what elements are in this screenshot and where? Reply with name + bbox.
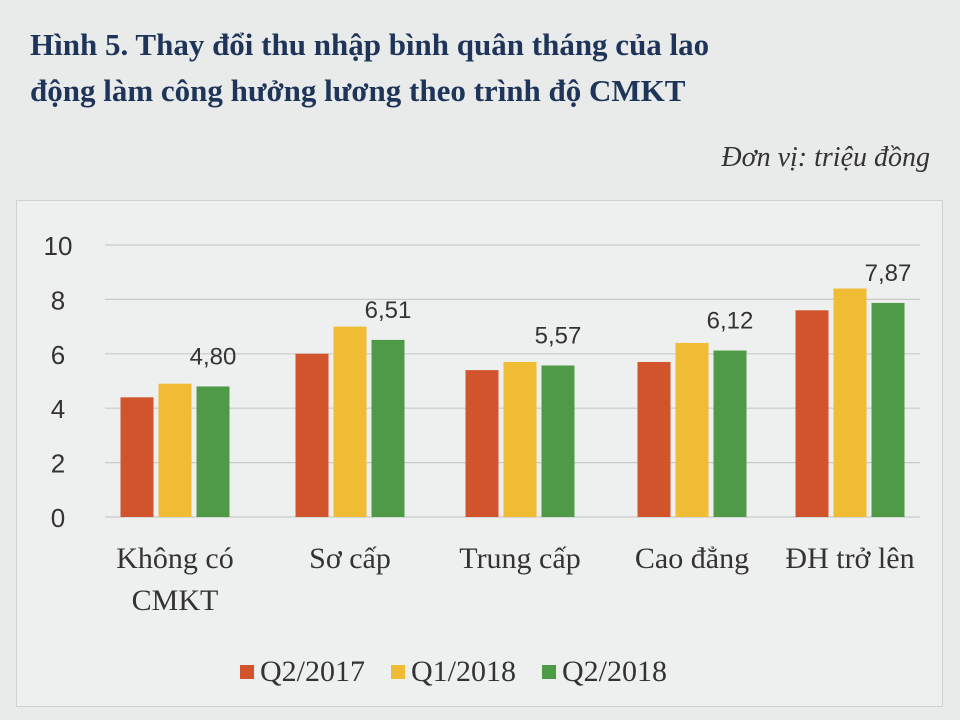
y-tick-label: 8 [51, 285, 65, 315]
legend-label: Q2/2018 [562, 655, 667, 688]
data-label: 6,12 [707, 308, 754, 335]
x-category-label: Trung cấp [459, 542, 580, 575]
bar-Q2-2018 [871, 302, 905, 517]
chart-title: Hình 5. Thay đổi thu nhập bình quân thán… [30, 22, 930, 114]
data-label: 6,51 [365, 297, 412, 324]
x-category-label: Sơ cấp [309, 542, 391, 575]
bar-Q2-2017 [465, 370, 499, 517]
bar-Q1-2018 [333, 326, 367, 517]
legend-swatch [391, 665, 405, 679]
bar-Q1-2018 [158, 383, 192, 517]
bar-Q2-2017 [120, 397, 154, 517]
x-category-label: CMKT [132, 584, 219, 617]
bar-Q1-2018 [675, 342, 709, 517]
y-tick-label: 6 [51, 340, 65, 370]
bar-Q2-2018 [371, 339, 405, 517]
x-category-label: Không có [116, 542, 233, 575]
data-label: 5,57 [535, 322, 582, 349]
x-category-label: Cao đẳng [635, 542, 749, 575]
chart-title-line-2: động làm công hưởng lương theo trình độ … [30, 73, 686, 108]
bar-Q1-2018 [833, 288, 867, 517]
unit-label: Đơn vị: triệu đồng [721, 142, 930, 173]
y-tick-label: 4 [51, 394, 65, 424]
legend-item: Q1/2018 [391, 655, 516, 689]
x-category-label: ĐH trở lên [785, 542, 914, 575]
chart-title-line-1: Hình 5. Thay đổi thu nhập bình quân thán… [30, 27, 710, 62]
data-label: 7,87 [865, 260, 912, 287]
bar-Q2-2017 [295, 353, 329, 517]
data-label: 4,80 [190, 343, 237, 370]
bar-Q2-2017 [637, 361, 671, 517]
bar-Q1-2018 [503, 361, 537, 517]
legend-item: Q2/2018 [542, 655, 667, 689]
legend: Q2/2017 Q1/2018 Q2/2018 [240, 655, 667, 689]
y-tick-label: 0 [51, 503, 65, 533]
bar-Q2-2018 [713, 350, 747, 517]
legend-swatch [240, 665, 254, 679]
bar-Q2-2018 [541, 365, 575, 517]
legend-label: Q1/2018 [411, 655, 516, 688]
legend-item: Q2/2017 [240, 655, 365, 689]
y-tick-label: 2 [51, 449, 65, 479]
legend-label: Q2/2017 [260, 655, 365, 688]
bar-Q2-2017 [795, 310, 829, 517]
bar-Q2-2018 [196, 386, 230, 517]
legend-swatch [542, 665, 556, 679]
y-tick-label: 10 [44, 231, 73, 261]
